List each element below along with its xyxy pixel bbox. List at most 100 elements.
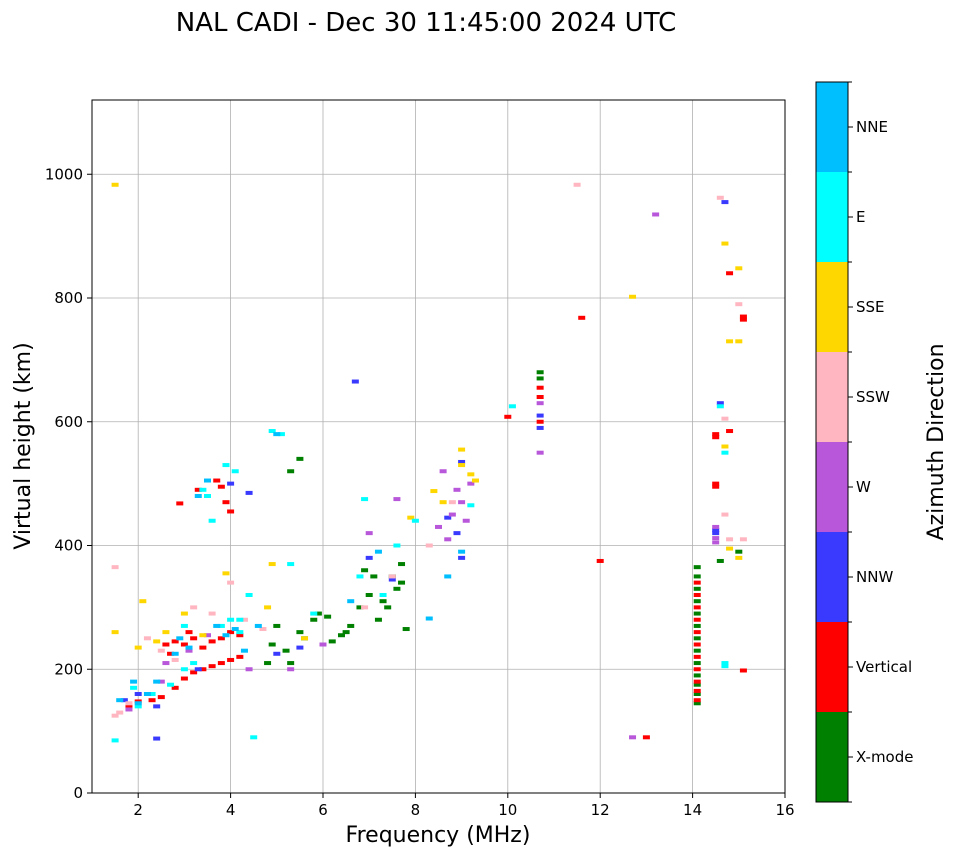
data-point-x-mode (693, 701, 701, 706)
data-point-x-mode (384, 605, 392, 610)
data-point-ssw (448, 500, 456, 505)
data-point-nne (153, 679, 161, 684)
data-point-e (180, 667, 188, 672)
data-point-w (162, 661, 170, 666)
data-point-x-mode (296, 456, 304, 461)
y-tick-label: 400 (54, 537, 83, 555)
data-point-sse (629, 294, 637, 299)
data-point-x-mode (282, 648, 290, 653)
data-point-ssw (259, 627, 267, 632)
data-point-vertical (693, 605, 701, 610)
data-point-sse (726, 546, 734, 551)
data-point-vertical (217, 484, 225, 489)
data-point-w (125, 707, 133, 712)
colorbar-label-item: NNE (856, 118, 888, 136)
data-point-e (250, 735, 258, 740)
data-point-e (134, 704, 142, 709)
data-point-nne (458, 549, 466, 554)
data-point-ssw (190, 605, 198, 610)
data-point-e (236, 630, 244, 635)
data-point-x-mode (402, 627, 410, 632)
data-point-vertical (693, 630, 701, 635)
data-point-x-mode (693, 611, 701, 616)
data-point-vertical (712, 432, 720, 437)
data-point-vertical (726, 429, 734, 434)
data-point-ssw (125, 701, 133, 706)
data-point-w (652, 212, 660, 217)
data-point-x-mode (393, 586, 401, 591)
data-point-nnw (458, 459, 466, 464)
data-point-sse (180, 611, 188, 616)
data-point-nne (231, 627, 239, 632)
data-point-vertical (222, 500, 230, 505)
data-point-nne (185, 645, 193, 650)
data-point-x-mode (374, 617, 382, 622)
data-point-x-mode (314, 611, 322, 616)
x-tick-label: 8 (411, 801, 421, 819)
data-point-ssw (240, 617, 248, 622)
data-point-w (453, 487, 461, 492)
data-point-vertical (739, 314, 747, 319)
x-tick-label: 16 (775, 801, 794, 819)
colorbar-label-item: Vertical (856, 658, 912, 676)
data-point-w (536, 401, 544, 406)
data-point-nne (171, 651, 179, 656)
data-point-nnw (444, 515, 452, 520)
colorbar-swatch (816, 622, 848, 712)
data-point-x-mode (735, 549, 743, 554)
data-point-sse (735, 555, 743, 560)
data-point-x-mode (365, 593, 373, 597)
data-point-w (712, 536, 720, 541)
data-point-x-mode (342, 630, 350, 635)
data-point-vertical (180, 676, 188, 681)
y-tick-label: 1000 (45, 165, 83, 183)
data-point-sse (199, 633, 207, 638)
data-point-e (231, 469, 239, 474)
colorbar-label-item: X-mode (856, 748, 913, 766)
colorbar-frame (815, 81, 849, 803)
data-point-sse (111, 630, 119, 635)
data-point-nne (194, 494, 202, 498)
x-tick-label: 14 (683, 801, 702, 819)
data-point-vertical (693, 679, 701, 684)
data-point-e (361, 497, 369, 502)
data-point-vertical (693, 654, 701, 659)
data-point-w (439, 469, 447, 474)
data-point-sse (264, 605, 272, 610)
data-point-nnw (716, 401, 724, 406)
data-point-nne (222, 633, 230, 638)
data-point-e (721, 450, 729, 455)
data-point-w (365, 531, 373, 536)
data-point-nne (213, 623, 221, 628)
data-point-x-mode (693, 586, 701, 591)
data-point-nnw (273, 651, 281, 656)
data-point-nne (116, 698, 124, 703)
data-point-x-mode (398, 562, 406, 567)
data-point-ssw (361, 605, 369, 610)
data-point-e (222, 463, 230, 468)
data-point-sse (439, 500, 447, 505)
x-tick-label: 12 (591, 801, 610, 819)
data-point-vertical (180, 642, 188, 647)
data-point-e (393, 543, 401, 548)
data-point-x-mode (296, 630, 304, 635)
data-point-vertical (596, 558, 604, 563)
data-point-vertical (176, 501, 184, 506)
data-point-nnw (721, 200, 729, 205)
data-point-sse (301, 636, 309, 641)
data-point-x-mode (398, 580, 406, 585)
data-point-e (379, 593, 387, 597)
data-point-x-mode (693, 648, 701, 653)
colorbar-swatch (816, 442, 848, 532)
data-point-sse (407, 515, 415, 520)
data-point-sse (471, 478, 479, 483)
data-point-x-mode (337, 633, 345, 638)
data-point-vertical (693, 580, 701, 585)
y-tick-label: 800 (54, 289, 83, 307)
data-point-w (444, 537, 452, 542)
data-point-vertical (712, 484, 720, 489)
x-tick-label: 4 (226, 801, 236, 819)
x-tick-label: 2 (133, 801, 143, 819)
data-point-ssw (227, 580, 235, 585)
data-point-nnw (153, 736, 161, 741)
